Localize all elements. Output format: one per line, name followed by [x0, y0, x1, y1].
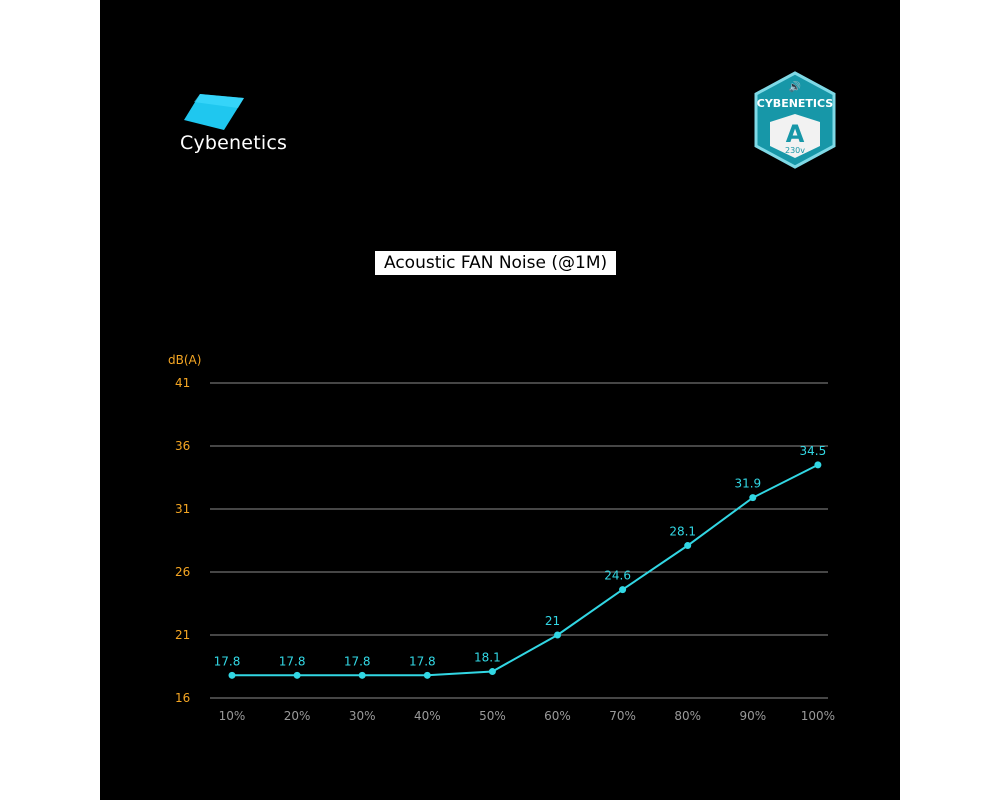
- badge-speaker-icon: 🔊: [789, 80, 801, 93]
- x-tick-label: 30%: [349, 709, 376, 723]
- data-point: [619, 586, 627, 594]
- brand-name: Cybenetics: [180, 132, 288, 154]
- data-label: 18.1: [474, 651, 501, 665]
- data-point: [228, 671, 236, 679]
- x-tick-label: 80%: [674, 709, 701, 723]
- x-tick-label: 10%: [219, 709, 246, 723]
- data-label: 21: [545, 614, 560, 628]
- data-label: 17.8: [344, 654, 371, 668]
- data-point: [749, 494, 757, 502]
- data-label: 31.9: [734, 477, 761, 491]
- y-tick-label: 21: [175, 628, 190, 642]
- x-tick-label: 20%: [284, 709, 311, 723]
- cybenetics-logo-mark-icon: [184, 94, 244, 130]
- data-label: 17.8: [214, 654, 241, 668]
- series-line: [232, 464, 819, 677]
- data-label: 17.8: [279, 654, 306, 668]
- y-tick-label: 26: [175, 565, 190, 579]
- x-axis-ticks: 10% 20% 30% 40% 50% 60% 70% 80% 90% 100%: [219, 709, 835, 723]
- x-tick-label: 70%: [609, 709, 636, 723]
- data-labels: 17.8 17.8 17.8 17.8 18.1 21 24.6 28.1 31.9 34.5: [214, 444, 827, 668]
- cybenetics-a-rating-badge: 🔊 CYBENETICS A 230v: [754, 71, 836, 169]
- x-tick-label: 40%: [414, 709, 441, 723]
- x-tick-label: 60%: [544, 709, 571, 723]
- data-point: [554, 631, 561, 639]
- cybenetics-logo: Cybenetics: [178, 90, 288, 160]
- data-point: [358, 671, 366, 679]
- chart-title: Acoustic FAN Noise (@1M): [375, 251, 617, 275]
- data-label: 24.6: [604, 569, 631, 583]
- series-points: [228, 461, 822, 679]
- chart-gridlines: [210, 382, 828, 699]
- data-label: 34.5: [800, 444, 827, 458]
- data-point: [684, 542, 692, 550]
- y-tick-label: 36: [175, 439, 190, 453]
- data-point: [488, 668, 496, 676]
- data-point: [423, 671, 431, 679]
- x-tick-label: 50%: [479, 709, 506, 723]
- data-point: [293, 671, 301, 679]
- y-axis-label: dB(A): [168, 353, 201, 367]
- badge-voltage: 230v: [785, 146, 805, 155]
- badge-title: CYBENETICS: [757, 97, 834, 110]
- x-tick-label: 100%: [801, 709, 835, 723]
- x-tick-label: 90%: [739, 709, 766, 723]
- data-label: 28.1: [669, 525, 696, 539]
- y-tick-label: 31: [175, 502, 190, 516]
- y-axis-ticks: 16 21 26 31 36 41: [175, 376, 190, 705]
- y-tick-label: 41: [175, 376, 190, 390]
- data-point: [814, 461, 822, 469]
- badge-grade: A: [786, 120, 805, 148]
- data-label: 17.8: [409, 654, 436, 668]
- y-tick-label: 16: [175, 691, 190, 705]
